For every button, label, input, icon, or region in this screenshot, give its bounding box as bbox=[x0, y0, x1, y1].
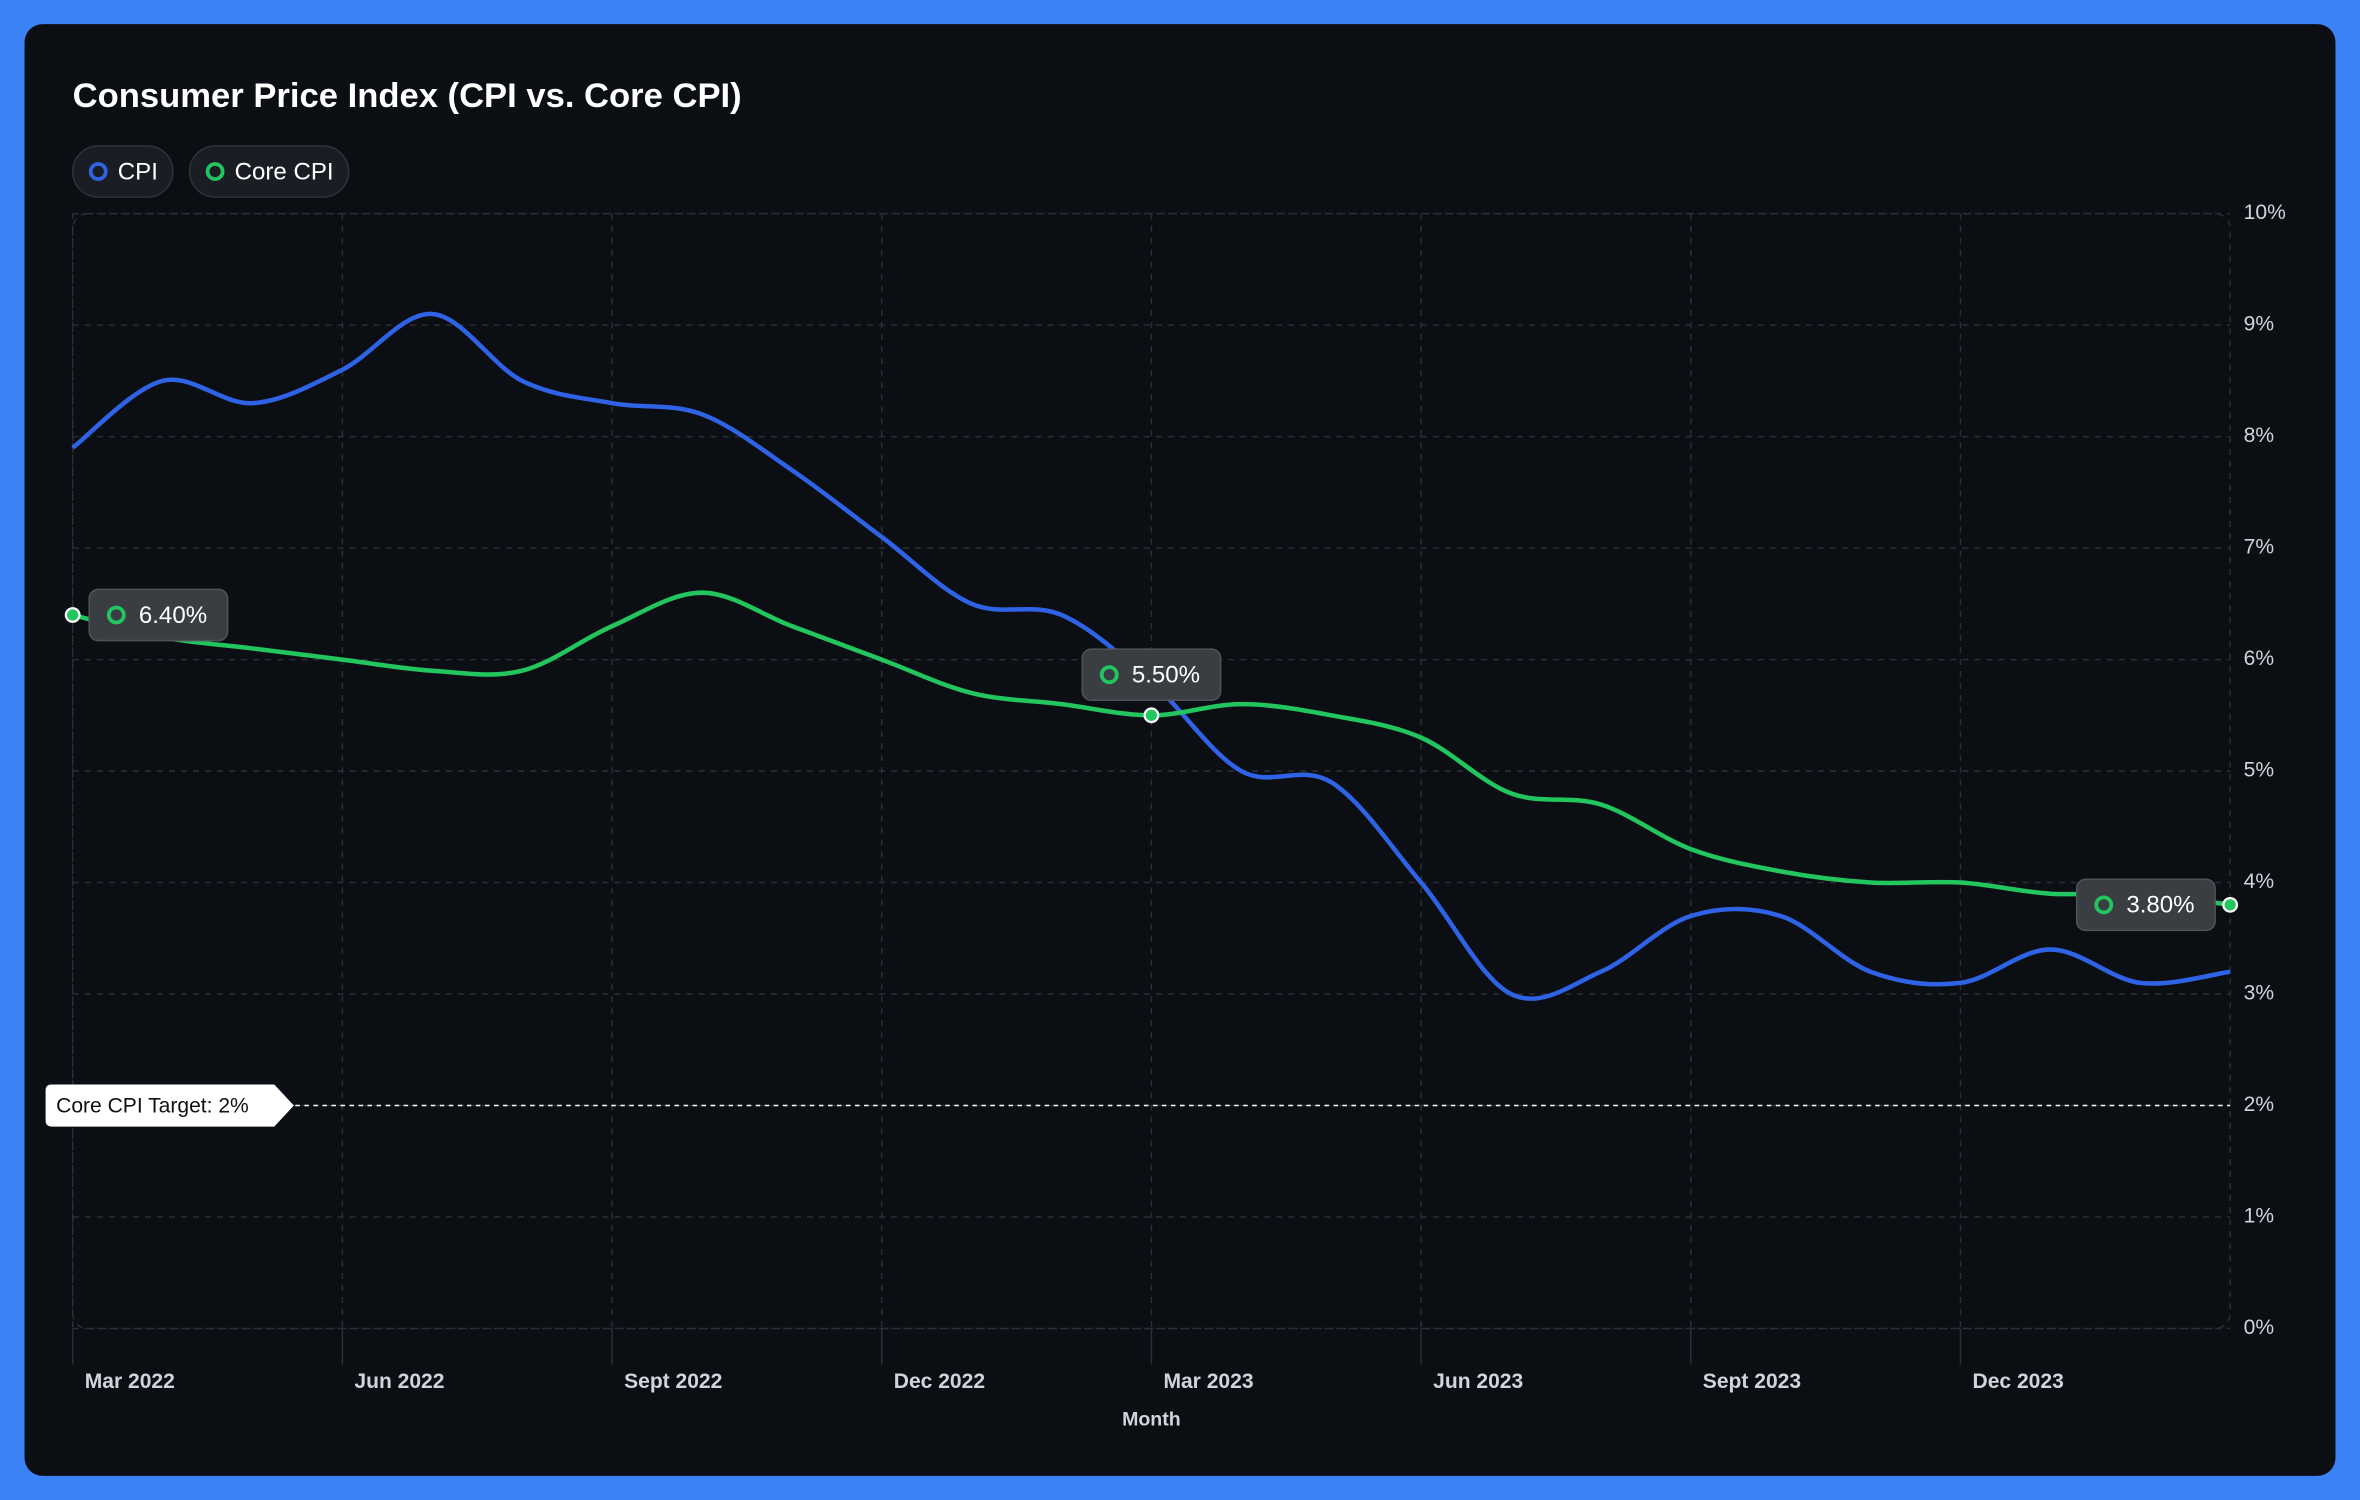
y-tick-label: 3% bbox=[2244, 982, 2274, 1005]
tooltip-icon bbox=[1099, 665, 1119, 685]
y-tick-label: 9% bbox=[2244, 313, 2274, 336]
tooltip bbox=[88, 588, 229, 642]
tooltip-icon bbox=[106, 605, 126, 625]
legend-item: Core CPI bbox=[188, 145, 350, 198]
y-tick-label: 0% bbox=[2244, 1316, 2274, 1339]
x-tick-label: Sept 2023 bbox=[1703, 1370, 1801, 1393]
legend-item: CPI bbox=[71, 145, 174, 198]
y-tick-label: 7% bbox=[2244, 536, 2274, 559]
legend-icon bbox=[205, 162, 225, 181]
y-tick-label: 5% bbox=[2244, 759, 2274, 782]
x-tick-label: Jun 2022 bbox=[354, 1370, 444, 1393]
data-point bbox=[2222, 896, 2239, 913]
x-tick-label: Dec 2023 bbox=[1973, 1370, 2064, 1393]
card bbox=[24, 24, 2336, 1476]
x-tick-label: Mar 2023 bbox=[1163, 1370, 1253, 1393]
y-tick-label: 2% bbox=[2244, 1093, 2274, 1116]
chart-title: Consumer Price Index (CPI vs. Core CPI) bbox=[73, 77, 742, 115]
tooltip bbox=[2075, 878, 2216, 932]
x-tick-label: Mar 2022 bbox=[85, 1370, 175, 1393]
data-point bbox=[1143, 707, 1160, 724]
x-axis-label: Month bbox=[1122, 1408, 1181, 1430]
x-tick-label: Dec 2022 bbox=[894, 1370, 985, 1393]
y-tick-label: 10% bbox=[2244, 201, 2286, 224]
tooltip-icon bbox=[2094, 895, 2114, 915]
target-badge bbox=[45, 1084, 294, 1127]
data-label: 3.80% bbox=[2126, 892, 2194, 919]
data-label: 6.40% bbox=[139, 602, 207, 629]
target-label: Core CPI Target: 2% bbox=[56, 1095, 249, 1118]
y-tick-label: 8% bbox=[2244, 424, 2274, 447]
legend-pill bbox=[188, 145, 350, 198]
data-label: 5.50% bbox=[1132, 662, 1200, 689]
legend-pill bbox=[71, 145, 174, 198]
x-tick-label: Jun 2023 bbox=[1433, 1370, 1523, 1393]
legend-icon bbox=[88, 162, 108, 181]
x-tick-label: Sept 2022 bbox=[624, 1370, 722, 1393]
y-tick-label: 4% bbox=[2244, 870, 2274, 893]
tooltip bbox=[1081, 648, 1222, 702]
legend-label: Core CPI bbox=[235, 158, 334, 185]
y-tick-label: 6% bbox=[2244, 647, 2274, 670]
y-tick-label: 1% bbox=[2244, 1205, 2274, 1228]
data-point bbox=[64, 607, 81, 623]
legend-label: CPI bbox=[118, 158, 158, 185]
